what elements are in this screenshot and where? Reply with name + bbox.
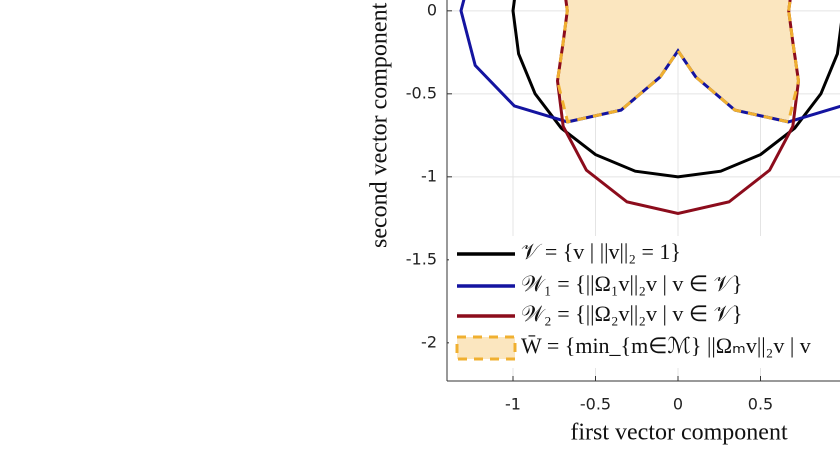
x-tick-label: -0.5 xyxy=(580,395,611,414)
y-tick-label: -2 xyxy=(421,332,437,351)
curve xyxy=(511,0,840,179)
y-tick-label: -1 xyxy=(421,166,437,185)
legend-label: 𝒲₁ = {||Ω₁v||₂v | v ∈ 𝒱} xyxy=(521,271,742,296)
legend-swatch xyxy=(455,335,517,361)
y-tick-label: -1.5 xyxy=(406,249,437,268)
legend-label: W̄ = {min_{m∈ℳ} ||Ωₘv||₂v | v xyxy=(521,333,811,358)
dashed-outline xyxy=(555,0,801,124)
legend-label: 𝒲₂ = {||Ω₂v||₂v | v ∈ 𝒱} xyxy=(521,301,742,326)
y-axis-label: second vector component xyxy=(367,2,393,248)
y-tick-label: -0.5 xyxy=(406,83,437,102)
x-tick-label: 0 xyxy=(673,395,683,414)
plot-area xyxy=(459,0,840,216)
area xyxy=(557,0,799,122)
x-tick-label: 0.5 xyxy=(748,395,773,414)
x-tick-label: -1 xyxy=(505,395,521,414)
x-axis-label: first vector component xyxy=(570,420,788,446)
legend-label: 𝒱 = {v | ||v||₂ = 1} xyxy=(521,239,681,264)
y-tick-label: 0 xyxy=(427,0,437,19)
